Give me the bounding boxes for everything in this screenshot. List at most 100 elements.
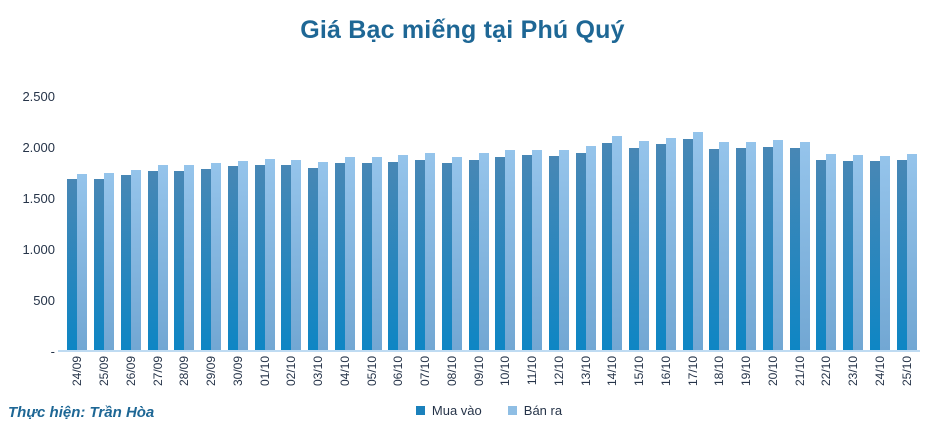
bar-group (198, 97, 225, 350)
y-tick-label: - (50, 344, 55, 359)
x-tick-label: 02/10 (284, 356, 299, 387)
bar-group (64, 97, 91, 350)
x-tick: 07/10 (412, 356, 439, 402)
bar-mua-vao (201, 169, 212, 350)
bar-mua-vao (468, 159, 479, 350)
bar-mua-vao (709, 148, 720, 350)
bar-group (251, 97, 278, 350)
bar-ban-ra (318, 161, 329, 350)
bar-ban-ra (291, 159, 302, 350)
x-tick-label: 23/10 (846, 356, 861, 387)
bar-group (786, 97, 813, 350)
x-tick-label: 22/10 (819, 356, 834, 387)
x-tick-label: 29/09 (204, 356, 219, 387)
bar-group (305, 97, 332, 350)
bar-mua-vao (762, 146, 773, 350)
bar-mua-vao (548, 155, 559, 350)
x-tick: 25/10 (893, 356, 920, 402)
bar-mua-vao (789, 147, 800, 350)
x-tick: 27/09 (144, 356, 171, 402)
bar-ban-ra (157, 165, 168, 350)
bar-group (572, 97, 599, 350)
bar-group (412, 97, 439, 350)
bar-ban-ra (130, 169, 141, 350)
bar-ban-ra (184, 165, 195, 350)
bar-ban-ra (692, 131, 703, 350)
x-tick: 08/10 (439, 356, 466, 402)
x-tick: 06/10 (385, 356, 412, 402)
x-tick: 19/10 (733, 356, 760, 402)
x-tick-label: 24/10 (872, 356, 887, 387)
bar-mua-vao (575, 152, 586, 350)
bar-mua-vao (415, 160, 426, 350)
x-tick-label: 25/09 (97, 356, 112, 387)
x-tick-label: 15/10 (632, 356, 647, 387)
bar-ban-ra (451, 156, 462, 350)
x-tick-label: 25/10 (899, 356, 914, 387)
x-tick-label: 07/10 (418, 356, 433, 387)
bar-ban-ra (746, 141, 757, 350)
bar-group (706, 97, 733, 350)
bar-group (225, 97, 252, 350)
bar-mua-vao (522, 155, 533, 350)
x-tick: 05/10 (358, 356, 385, 402)
bar-ban-ra (879, 155, 890, 350)
x-tick-label: 16/10 (658, 356, 673, 387)
bar-mua-vao (147, 170, 158, 350)
bar-mua-vao (495, 156, 506, 350)
x-tick-label: 24/09 (70, 356, 85, 387)
x-tick-label: 20/10 (765, 356, 780, 387)
x-tick: 25/09 (91, 356, 118, 402)
x-tick: 30/09 (225, 356, 252, 402)
bar-mua-vao (816, 160, 827, 350)
x-tick: 26/09 (118, 356, 145, 402)
bar-group (760, 97, 787, 350)
bar-ban-ra (826, 153, 837, 350)
legend-label-ban-ra: Bán ra (523, 403, 563, 418)
bar-ban-ra (505, 149, 516, 350)
x-tick: 12/10 (546, 356, 573, 402)
x-tick-label: 09/10 (471, 356, 486, 387)
x-tick-label: 10/10 (498, 356, 513, 387)
x-tick: 04/10 (332, 356, 359, 402)
x-tick-label: 12/10 (551, 356, 566, 387)
bar-ban-ra (211, 163, 222, 350)
bar-group (813, 97, 840, 350)
x-tick-label: 26/09 (123, 356, 138, 387)
y-tick-label: 1.500 (22, 191, 55, 206)
bar-group (492, 97, 519, 350)
credit-text: Thực hiện: Trần Hòa (8, 404, 155, 421)
bar-mua-vao (602, 142, 613, 350)
bar-mua-vao (896, 160, 907, 350)
x-tick-label: 19/10 (739, 356, 754, 387)
bar-mua-vao (334, 163, 345, 350)
x-tick-label: 01/10 (257, 356, 272, 387)
x-tick: 16/10 (653, 356, 680, 402)
bars-container (58, 97, 920, 350)
x-tick: 29/09 (198, 356, 225, 402)
bar-ban-ra (478, 153, 489, 350)
bar-mua-vao (94, 178, 105, 350)
bar-mua-vao (441, 162, 452, 350)
x-axis: 24/09 25/09 26/09 27/09 28/09 29/09 30/09 01/10… (58, 356, 920, 402)
legend-swatch-mua-vao-icon (415, 406, 425, 415)
y-tick-label: 2.500 (22, 89, 55, 104)
bar-group (465, 97, 492, 350)
bar-ban-ra (532, 149, 543, 350)
chart-title: Giá Bạc miếng tại Phú Quý (300, 16, 625, 44)
x-tick-label: 21/10 (792, 356, 807, 387)
x-tick: 02/10 (278, 356, 305, 402)
bar-mua-vao (281, 165, 292, 350)
bar-ban-ra (853, 154, 864, 350)
x-tick-label: 28/09 (177, 356, 192, 387)
x-tick: 21/10 (786, 356, 813, 402)
legend-item-mua-vao: Mua vào (415, 403, 482, 418)
x-tick-label: 08/10 (444, 356, 459, 387)
bar-mua-vao (361, 163, 372, 350)
bar-group (144, 97, 171, 350)
bar-ban-ra (665, 137, 676, 350)
bar-ban-ra (639, 140, 650, 350)
x-tick-label: 06/10 (391, 356, 406, 387)
y-tick-label: 2.000 (22, 140, 55, 155)
bar-mua-vao (227, 166, 238, 350)
